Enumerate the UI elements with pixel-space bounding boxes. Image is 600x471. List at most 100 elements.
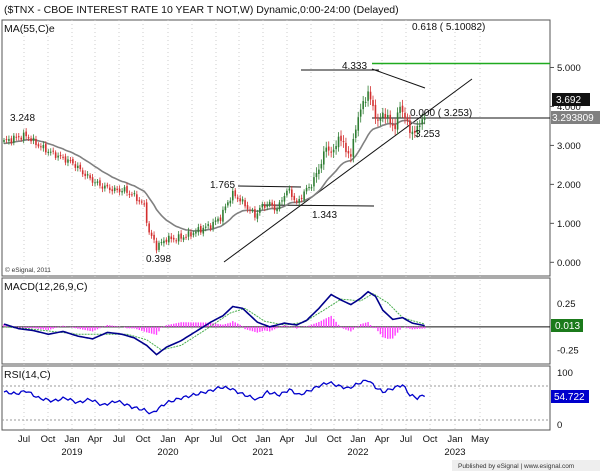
candle-body-84 bbox=[209, 225, 212, 230]
month-label-0: Jul bbox=[18, 434, 30, 445]
candle-body-73 bbox=[182, 237, 185, 240]
macd-value-box bbox=[551, 319, 583, 332]
candle-body-93 bbox=[231, 190, 234, 201]
candle-body-32 bbox=[81, 170, 84, 175]
candle-body-46 bbox=[116, 188, 118, 190]
candle-body-161 bbox=[399, 106, 401, 113]
candle-body-45 bbox=[113, 187, 116, 191]
month-label-5: Oct bbox=[136, 434, 151, 445]
year-label-1: 2020 bbox=[157, 447, 178, 458]
candle-body-63 bbox=[158, 242, 160, 250]
candle-body-5 bbox=[15, 136, 18, 138]
candle-body-115 bbox=[286, 190, 288, 196]
label-3253: 3.253 bbox=[415, 129, 440, 140]
candle-body-13 bbox=[35, 138, 37, 146]
month-label-1: Oct bbox=[41, 434, 56, 445]
month-label-15: Apr bbox=[375, 434, 390, 445]
month-label-10: Jan bbox=[255, 434, 270, 445]
candle-body-59 bbox=[148, 223, 150, 233]
candle-body-15 bbox=[40, 146, 42, 148]
candle-body-98 bbox=[244, 200, 246, 207]
candle-body-16 bbox=[42, 145, 45, 149]
macd-tick-label-0: 0.25 bbox=[557, 299, 576, 310]
candle-body-88 bbox=[219, 217, 222, 222]
candle-body-153 bbox=[379, 118, 382, 121]
candle-body-19 bbox=[49, 151, 52, 153]
time-grid bbox=[23, 20, 481, 430]
candle-body-47 bbox=[118, 188, 121, 192]
candle-body-151 bbox=[374, 104, 377, 119]
candle-body-141 bbox=[350, 154, 352, 157]
candle-body-148 bbox=[367, 91, 369, 101]
candle-body-83 bbox=[207, 224, 209, 226]
candle-body-94 bbox=[234, 190, 237, 197]
candle-body-166 bbox=[411, 131, 414, 135]
candle-body-119 bbox=[295, 200, 298, 203]
candle-body-29 bbox=[74, 164, 77, 168]
macd-axis: 0.25 -0.25 bbox=[557, 299, 579, 356]
candle-body-85 bbox=[212, 221, 214, 229]
candle-body-128 bbox=[318, 169, 320, 174]
candle-body-51 bbox=[128, 193, 131, 195]
month-label-19: May bbox=[471, 434, 489, 445]
candle-body-81 bbox=[202, 227, 205, 234]
candle-body-31 bbox=[79, 164, 82, 170]
month-label-9: Oct bbox=[232, 434, 247, 445]
candle-body-14 bbox=[37, 144, 40, 147]
year-label-0: 2019 bbox=[61, 447, 82, 458]
candle-body-92 bbox=[229, 200, 232, 204]
candle-body-159 bbox=[394, 124, 396, 130]
candle-body-43 bbox=[108, 187, 111, 191]
fib-level-label: 0.618 ( 5.10082) bbox=[412, 22, 485, 33]
candle-body-39 bbox=[99, 180, 101, 186]
price-tick-label-2: 2.000 bbox=[557, 180, 581, 191]
label-1765: 1.765 bbox=[210, 180, 235, 191]
month-label-16: Jul bbox=[400, 434, 412, 445]
candle-body-132 bbox=[327, 146, 330, 151]
rsi-line bbox=[3, 379, 425, 415]
footer-box bbox=[452, 460, 600, 471]
candle-body-105 bbox=[261, 204, 264, 208]
candle-body-18 bbox=[47, 151, 50, 153]
candle-body-48 bbox=[121, 191, 123, 193]
candle-body-156 bbox=[386, 115, 389, 118]
candle-body-91 bbox=[227, 202, 229, 206]
price-tick-label-0: 0.000 bbox=[557, 258, 581, 269]
month-label-18: Jan bbox=[447, 434, 462, 445]
label-3248: 3.248 bbox=[10, 113, 35, 124]
candle-body-137 bbox=[340, 135, 342, 141]
candle-body-96 bbox=[239, 198, 241, 202]
candle-body-66 bbox=[165, 239, 168, 243]
footer-text: Published by eSignal | www.esignal.com bbox=[458, 463, 574, 470]
candle-body-41 bbox=[104, 185, 106, 189]
candle-body-38 bbox=[96, 181, 99, 183]
candle-body-10 bbox=[27, 137, 30, 139]
candle-body-77 bbox=[192, 233, 195, 236]
candle-body-30 bbox=[77, 165, 79, 168]
candle-body-90 bbox=[224, 206, 227, 211]
candle-body-58 bbox=[145, 202, 148, 223]
candle-body-102 bbox=[254, 209, 256, 218]
candle-body-108 bbox=[268, 201, 271, 206]
candle-body-164 bbox=[406, 117, 409, 121]
candle-body-36 bbox=[91, 177, 94, 183]
candle-body-27 bbox=[69, 160, 72, 162]
label-1343: 1.343 bbox=[312, 210, 337, 221]
candle-body-87 bbox=[217, 218, 219, 222]
macd-histogram bbox=[3, 315, 426, 339]
candle-body-129 bbox=[320, 163, 323, 169]
candle-body-116 bbox=[288, 188, 291, 191]
candle-body-150 bbox=[372, 100, 374, 107]
candles bbox=[3, 85, 426, 254]
rsi-value-label: 54.722 bbox=[554, 392, 585, 403]
candle-body-68 bbox=[170, 236, 173, 240]
candle-body-61 bbox=[153, 234, 155, 240]
chart-title: ($TNX - CBOE INTEREST RATE 10 YEAR T NOT… bbox=[4, 4, 399, 16]
candle-body-26 bbox=[67, 159, 69, 163]
candle-body-55 bbox=[138, 200, 141, 202]
trendline-support bbox=[223, 78, 473, 263]
candle-body-89 bbox=[222, 209, 224, 222]
candle-body-149 bbox=[369, 91, 372, 100]
last-price-box bbox=[552, 93, 590, 106]
